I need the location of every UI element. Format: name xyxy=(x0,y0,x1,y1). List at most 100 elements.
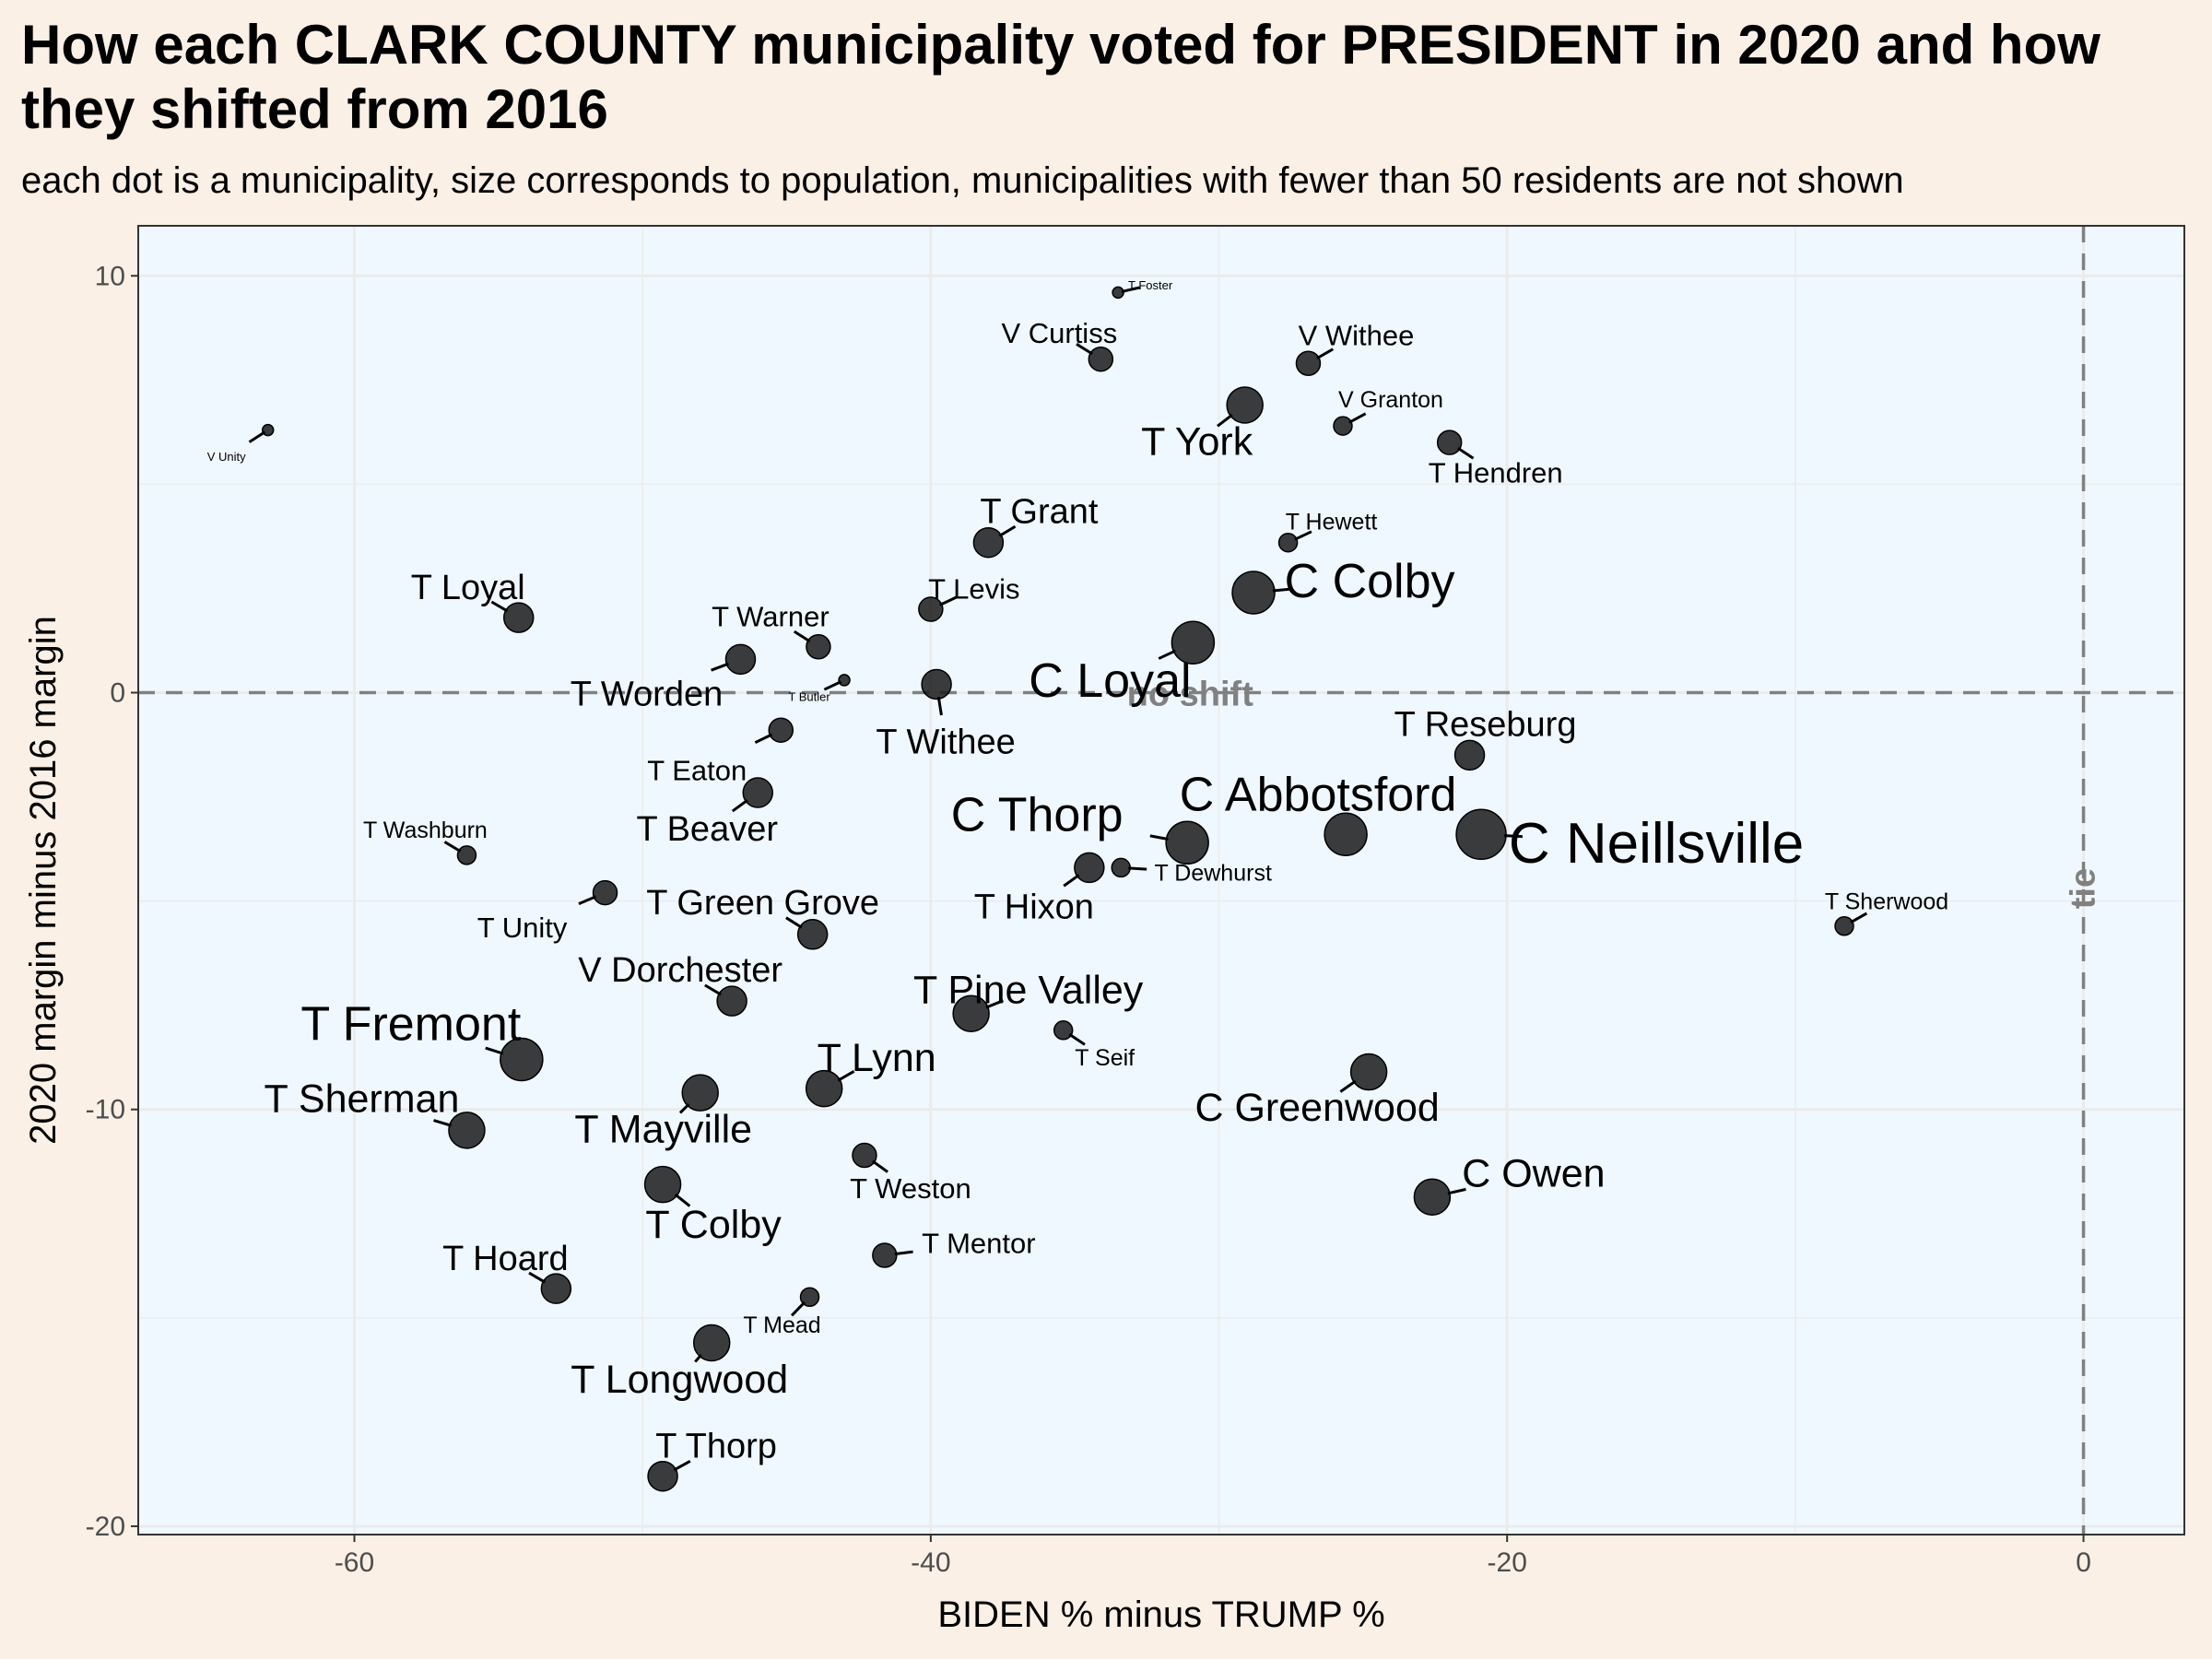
point-t-mead xyxy=(799,1287,820,1307)
label-segment-t-mead xyxy=(790,1300,806,1317)
label-segment-v-granton xyxy=(1348,412,1367,424)
point-label-c-abbotsford: C Abbotsford xyxy=(1180,768,1457,821)
axes: -60 -40 -20 0 -20 -10 0 10 BIDEN % minus TRUMP %… xyxy=(23,261,2091,1635)
point-label-t-dewhurst: T Dewhurst xyxy=(1155,860,1272,886)
point-label-c-neillsville: C Neillsville xyxy=(1509,812,1804,876)
point-t-hoard xyxy=(540,1273,572,1304)
x-tick-label: -60 xyxy=(335,1547,374,1578)
y-tick-label: 10 xyxy=(95,261,125,291)
label-segment-t-dewhurst xyxy=(1128,866,1147,871)
point-v-dorchester xyxy=(716,985,747,1017)
point-t-hixon xyxy=(1074,852,1105,884)
point-label-t-mayville: T Mayville xyxy=(574,1108,752,1152)
label-segment-t-butler xyxy=(823,680,842,691)
y-tick-label: -10 xyxy=(86,1095,125,1125)
point-label-t-worden: T Worden xyxy=(571,675,723,713)
point-label-v-granton: V Granton xyxy=(1338,387,1443,413)
point-label-t-grant: T Grant xyxy=(980,493,1099,532)
x-tick-label: 0 xyxy=(2076,1547,2091,1578)
point-label-t-reseburg: T Reseburg xyxy=(1394,705,1577,744)
point-label-c-owen: C Owen xyxy=(1462,1152,1605,1196)
label-segment-t-sherwood xyxy=(1850,912,1868,924)
point-label-t-foster: T Foster xyxy=(1128,278,1173,292)
point-v-curtiss xyxy=(1088,346,1114,372)
no-shift-label: no shift xyxy=(1127,675,1254,713)
label-segment-v-unity xyxy=(248,430,266,443)
point-label-t-lynn: T Lynn xyxy=(818,1036,936,1080)
label-segment-t-colby xyxy=(674,1193,691,1207)
point-t-sherman xyxy=(448,1112,486,1149)
label-segment-t-worden xyxy=(711,662,729,672)
label-segment-t-unity xyxy=(578,895,596,906)
point-v-granton xyxy=(1333,416,1353,436)
point-label-t-withee: T Withee xyxy=(876,723,1015,761)
point-c-loyal xyxy=(1171,620,1216,665)
point-t-seif xyxy=(1053,1020,1074,1041)
label-segment-c-thorp xyxy=(1149,834,1169,841)
label-segment-t-hendren xyxy=(1457,446,1475,460)
point-t-green-grove xyxy=(796,919,829,950)
chart-title: How each CLARK COUNTY municipality voted… xyxy=(21,14,2100,140)
label-segment-t-loyal xyxy=(490,600,509,613)
point-label-t-washburn: T Washburn xyxy=(363,818,488,843)
point-t-hewett xyxy=(1277,532,1299,553)
point-label-t-mead: T Mead xyxy=(743,1312,820,1338)
point-t-levis xyxy=(918,596,944,622)
point-label-t-sherwood: T Sherwood xyxy=(1825,889,1948,915)
label-segment-t-york xyxy=(1217,413,1233,428)
point-t-dewhurst xyxy=(1111,857,1131,878)
point-t-butler xyxy=(838,674,851,687)
label-segment-t-withee xyxy=(936,697,943,716)
point-label-t-seif: T Seif xyxy=(1075,1045,1135,1071)
point-t-thorp xyxy=(647,1460,678,1492)
label-segment-t-washburn xyxy=(443,841,462,853)
point-label-t-colby: T Colby xyxy=(645,1203,782,1247)
label-segment-t-foster xyxy=(1121,286,1140,293)
point-label-c-loyal: C Loyal xyxy=(1029,654,1191,708)
point-label-t-longwood: T Longwood xyxy=(571,1358,788,1402)
x-axis-label: BIDEN % minus TRUMP % xyxy=(937,1594,1384,1635)
point-t-lynn xyxy=(805,1069,843,1108)
label-segment-t-thorp xyxy=(673,1459,691,1472)
point-label-v-unity: V Unity xyxy=(207,450,246,464)
point-label-c-greenwood: C Greenwood xyxy=(1194,1086,1439,1130)
label-segment-t-longwood xyxy=(694,1354,702,1363)
label-segment-v-dorchester xyxy=(704,983,722,996)
point-t-warner xyxy=(806,634,831,660)
grid xyxy=(138,226,2184,1535)
point-t-mayville xyxy=(681,1074,719,1112)
point-label-t-mentor: T Mentor xyxy=(922,1228,1035,1260)
point-label-t-eaton: T Eaton xyxy=(647,755,747,787)
point-t-reseburg xyxy=(1453,739,1486,771)
point-v-withee xyxy=(1295,350,1322,376)
point-t-unity xyxy=(592,879,618,906)
point-label-t-unity: T Unity xyxy=(477,912,568,944)
point-label-v-withee: V Withee xyxy=(1299,320,1415,352)
point-t-longwood xyxy=(692,1324,731,1362)
point-t-colby xyxy=(643,1165,682,1204)
point-t-washburn xyxy=(456,845,477,865)
point-label-t-hewett: T Hewett xyxy=(1286,510,1378,535)
point-label-t-fremont: T Fremont xyxy=(300,997,521,1051)
label-segment-t-fremont xyxy=(485,1046,504,1055)
point-label-t-weston: T Weston xyxy=(850,1172,971,1205)
point-t-fremont xyxy=(500,1037,544,1082)
label-segment-t-mayville xyxy=(678,1102,690,1114)
label-segment-t-eaton xyxy=(754,733,773,745)
point-c-neillsville xyxy=(1455,808,1507,861)
label-segment-t-seif xyxy=(1068,1032,1086,1046)
point-label-c-thorp: C Thorp xyxy=(951,788,1124,841)
point-label-v-curtiss: V Curtiss xyxy=(1001,317,1117,349)
label-segment-t-grant xyxy=(998,524,1017,537)
point-label-t-butler: T Butler xyxy=(788,689,830,703)
label-segment-t-green-grove xyxy=(785,916,803,929)
label-segment-c-loyal xyxy=(1158,649,1176,660)
plot-border xyxy=(137,225,2185,1535)
y-tick-label: -20 xyxy=(86,1512,125,1542)
point-t-weston xyxy=(852,1142,877,1169)
label-segment-t-pine-valley xyxy=(985,999,1004,1009)
point-t-worden xyxy=(724,643,757,676)
label-segment-t-sherman xyxy=(433,1119,453,1127)
point-label-t-sherman: T Sherman xyxy=(264,1077,459,1121)
